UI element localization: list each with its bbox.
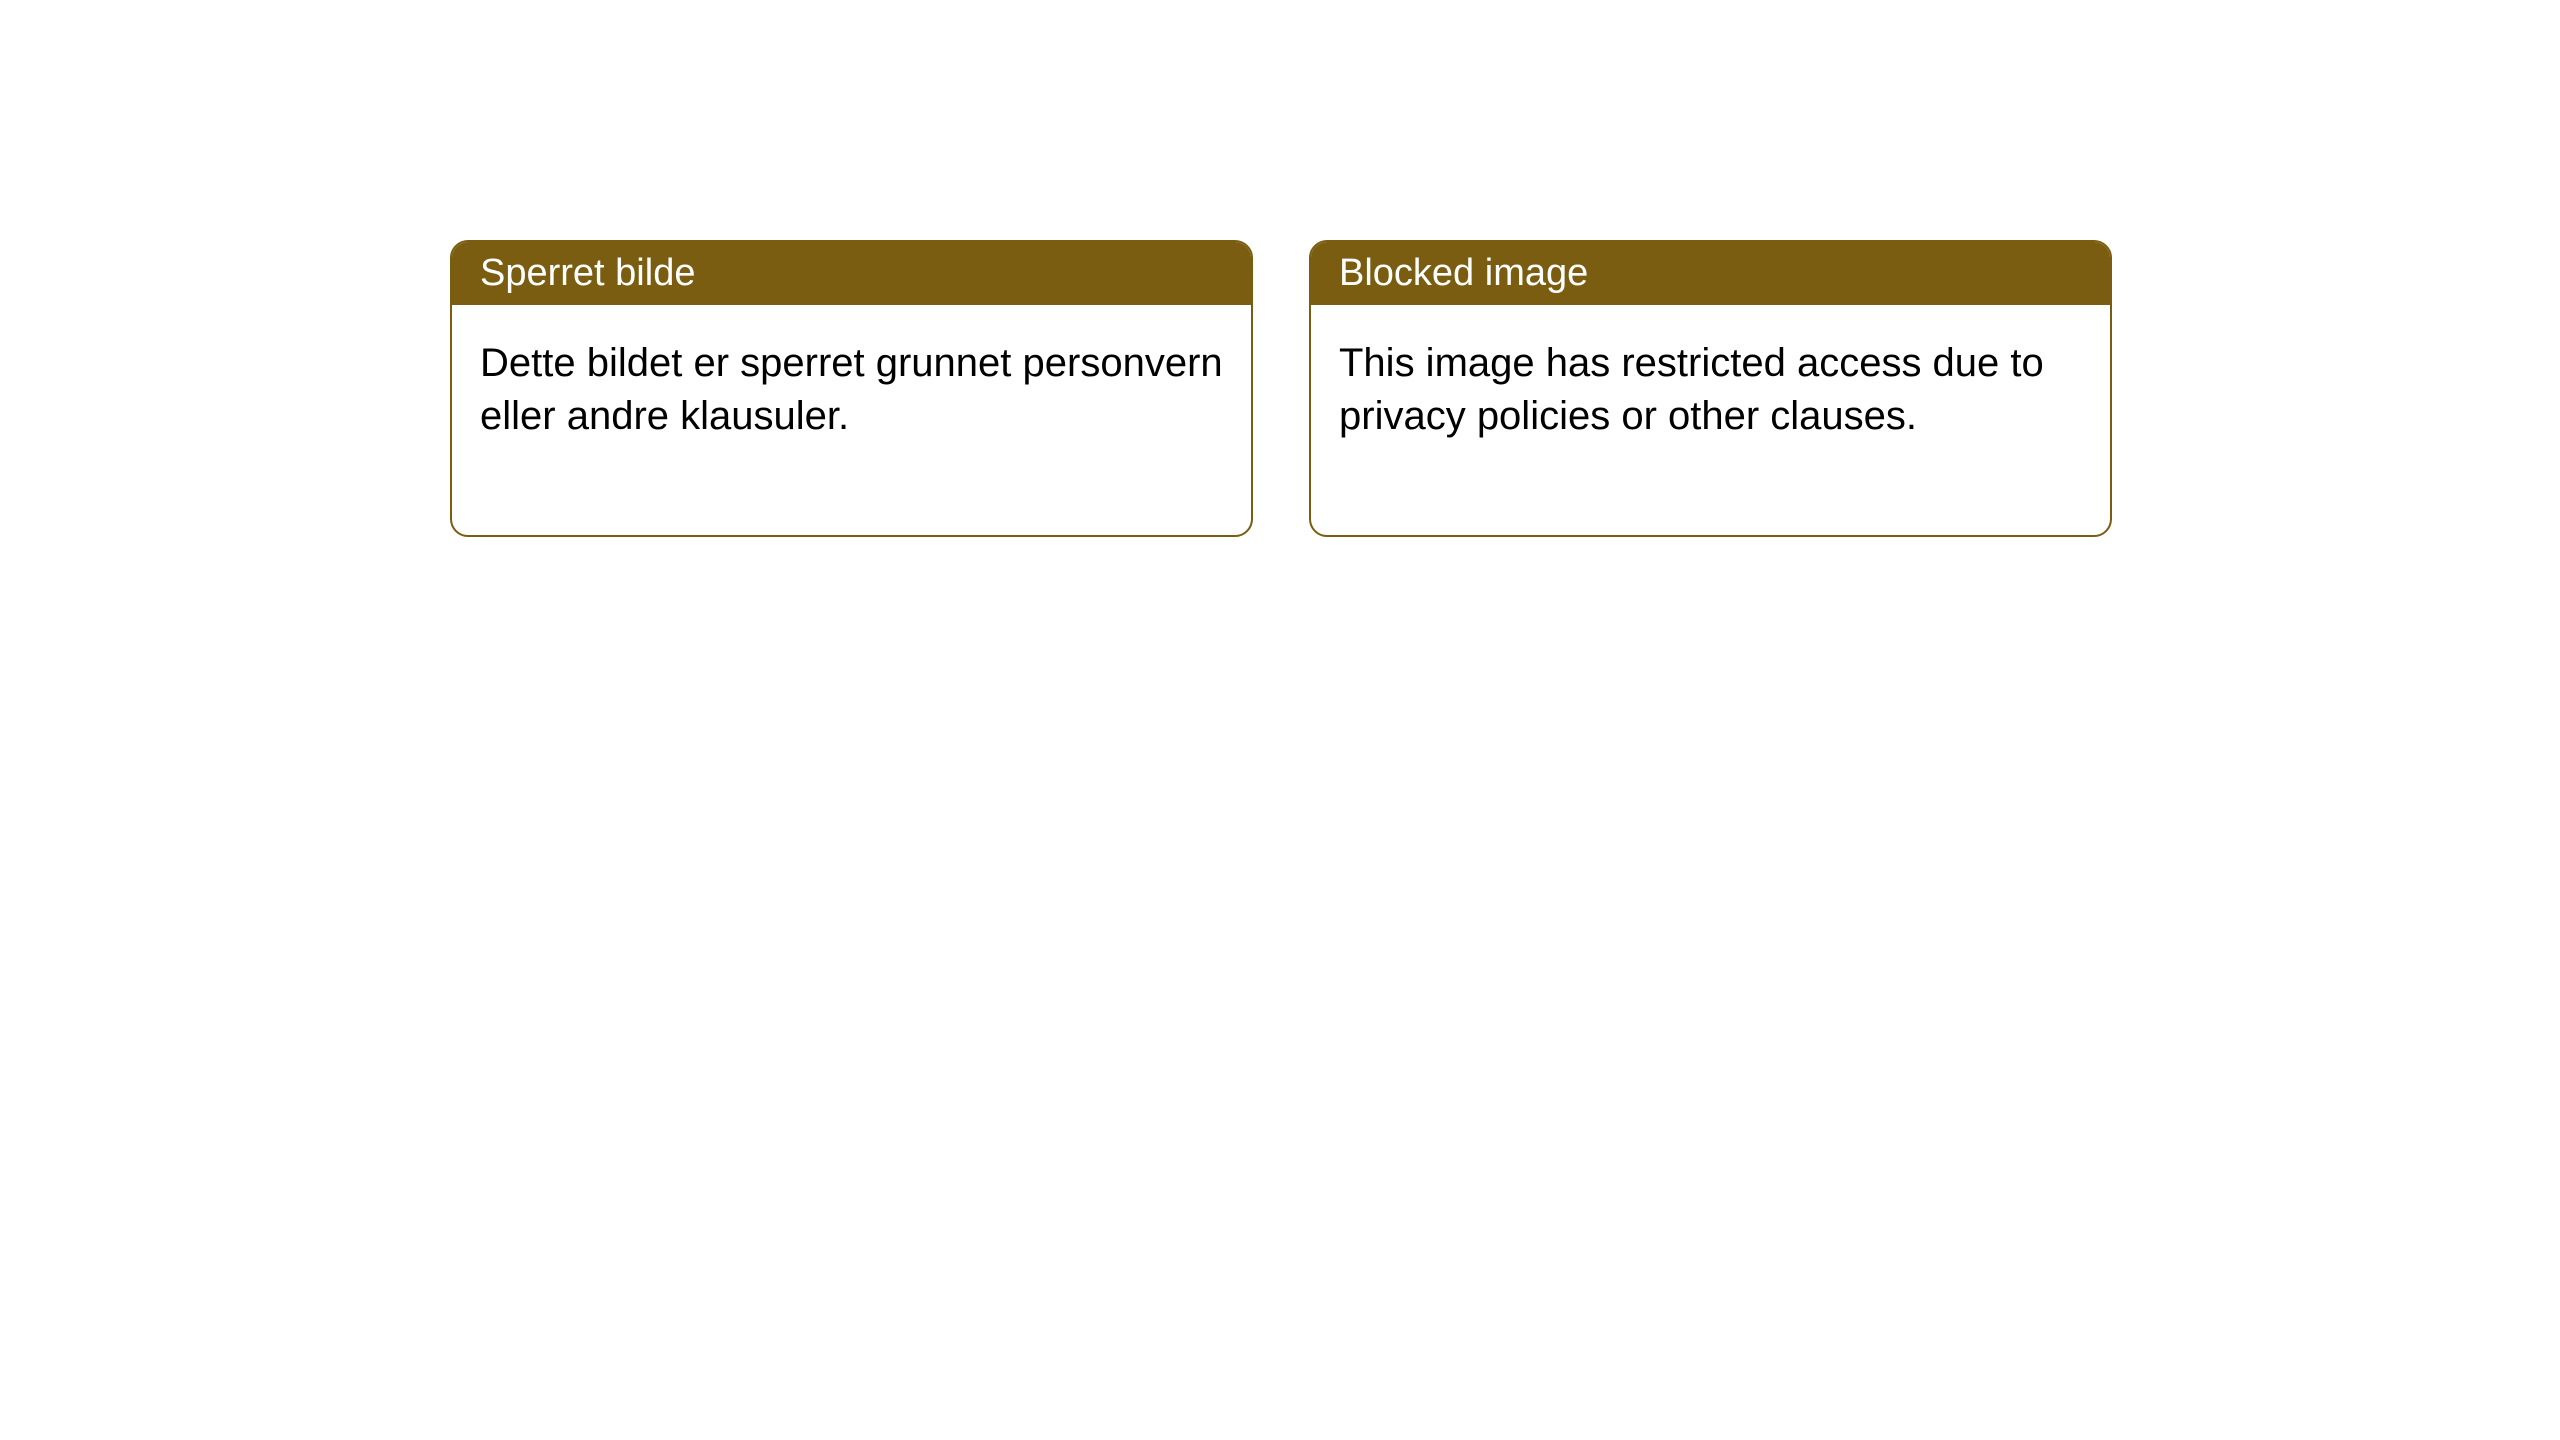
notice-body: This image has restricted access due to … [1311, 305, 2110, 535]
notice-container: Sperret bilde Dette bildet er sperret gr… [450, 240, 2112, 537]
notice-body: Dette bildet er sperret grunnet personve… [452, 305, 1251, 535]
notice-header: Sperret bilde [452, 242, 1251, 305]
notice-card-norwegian: Sperret bilde Dette bildet er sperret gr… [450, 240, 1253, 537]
notice-card-english: Blocked image This image has restricted … [1309, 240, 2112, 537]
notice-header: Blocked image [1311, 242, 2110, 305]
